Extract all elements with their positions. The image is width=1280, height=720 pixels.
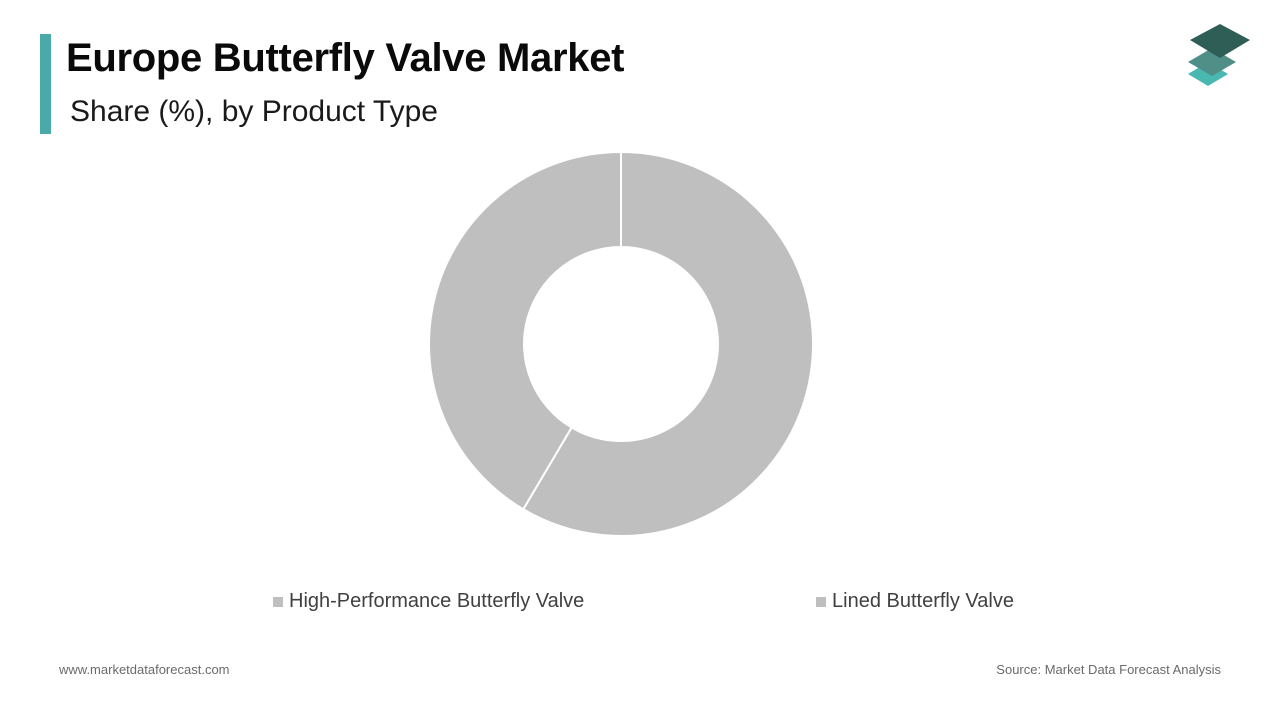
logo-layer-top xyxy=(1190,24,1250,58)
legend-label-lined: Lined Butterfly Valve xyxy=(832,590,1014,612)
footer-website: www.marketdataforecast.com xyxy=(59,662,230,677)
donut-slice-high-performance xyxy=(521,150,814,537)
legend-swatch-high-performance xyxy=(273,596,283,607)
footer-source: Source: Market Data Forecast Analysis xyxy=(996,662,1221,677)
legend-swatch-lined xyxy=(816,596,826,607)
legend-item-high-performance: High-Performance Butterfly Valve xyxy=(273,590,584,613)
brand-logo-icon xyxy=(1188,24,1250,86)
page-subtitle: Share (%), by Product Type xyxy=(70,95,438,128)
chart-legend: High-Performance Butterfly Valve Lined B… xyxy=(0,590,1280,620)
donut-chart xyxy=(0,140,1280,560)
page-title: Europe Butterfly Valve Market xyxy=(66,36,625,80)
legend-item-lined: Lined Butterfly Valve xyxy=(816,590,1014,613)
title-accent-bar xyxy=(40,34,51,134)
donut-slice-lined xyxy=(428,150,622,511)
legend-label-high-performance: High-Performance Butterfly Valve xyxy=(289,590,585,612)
donut-chart-svg xyxy=(428,150,814,537)
